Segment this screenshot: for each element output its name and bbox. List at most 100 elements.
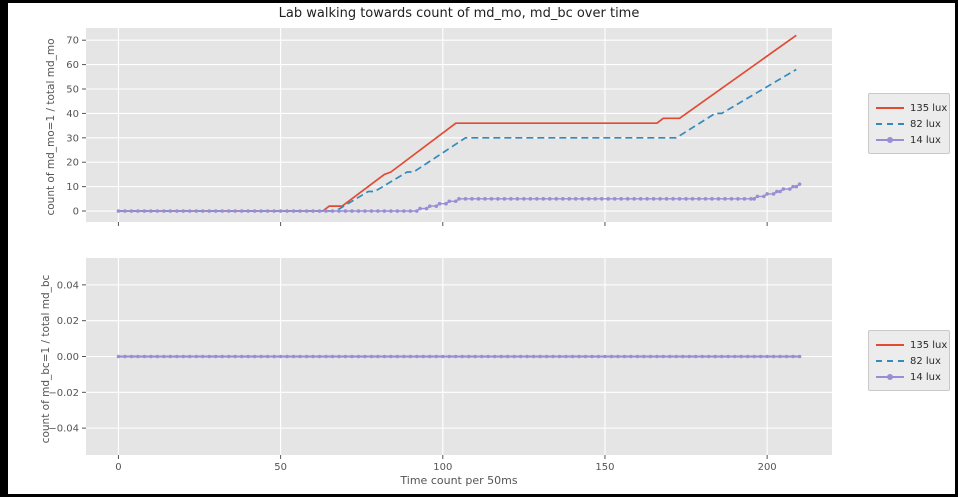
series-marker — [577, 354, 581, 359]
series-marker — [700, 354, 705, 359]
series-marker — [677, 197, 682, 201]
series-marker — [629, 354, 633, 359]
series-marker — [350, 209, 354, 213]
series-marker — [233, 209, 237, 213]
series-marker — [239, 209, 244, 213]
y-tick-label: 0 — [73, 207, 79, 218]
series-marker — [428, 354, 432, 359]
series-marker — [580, 197, 585, 201]
series-marker — [522, 197, 526, 201]
series-marker — [181, 354, 186, 359]
series-marker — [415, 354, 419, 359]
series-marker — [557, 354, 562, 359]
y-tick-label: 30 — [66, 133, 79, 144]
series-marker — [304, 354, 309, 359]
series-marker — [625, 197, 630, 201]
series-marker — [343, 354, 348, 359]
series-marker — [590, 354, 594, 359]
series-marker — [732, 354, 737, 359]
series-marker — [155, 354, 160, 359]
series-marker — [778, 354, 782, 359]
series-marker — [781, 187, 786, 191]
series-marker — [389, 354, 393, 359]
series-marker — [402, 354, 406, 359]
series-marker — [593, 197, 598, 201]
series-marker — [489, 197, 494, 201]
legend-item-label: 14 lux — [910, 134, 941, 146]
series-marker — [755, 194, 760, 199]
series-marker — [723, 197, 727, 201]
series-marker — [168, 209, 173, 213]
series-marker — [794, 184, 799, 189]
series-marker — [285, 209, 289, 213]
series-line-135-lux — [118, 34, 797, 212]
series-marker — [681, 354, 685, 359]
series-marker — [337, 354, 341, 359]
y-tick-label: 60 — [66, 60, 79, 71]
legend-bottom-subplot: 135 lux 82 lux 14 lux — [868, 330, 950, 391]
legend-item: 14 lux — [876, 369, 943, 385]
series-marker — [369, 354, 374, 359]
series-marker — [324, 209, 328, 213]
legend-item: 14 lux — [876, 132, 943, 148]
series-marker — [687, 354, 692, 359]
series-marker — [291, 209, 296, 213]
series-marker — [729, 197, 734, 201]
series-marker — [703, 197, 708, 201]
series-marker — [424, 206, 429, 211]
series-marker — [175, 209, 179, 213]
series-marker — [791, 184, 795, 189]
series-marker — [330, 354, 335, 359]
plots-canvas: 0 10 20 30 40 50 60 70 −0.04 −0.02 0.00 0.02 0.04 0 50… — [48, 28, 832, 473]
series-marker — [476, 197, 481, 201]
series-marker — [233, 354, 237, 359]
series-marker — [635, 354, 640, 359]
series-marker — [175, 354, 179, 359]
series-marker — [136, 354, 140, 359]
series-marker — [363, 209, 367, 213]
series-marker — [298, 354, 302, 359]
series-marker — [317, 354, 322, 359]
series-marker — [123, 354, 127, 359]
y-tick-label: 0.04 — [57, 280, 79, 291]
series-marker — [609, 354, 614, 359]
series-marker — [554, 197, 559, 201]
series-marker — [544, 354, 549, 359]
series-marker — [252, 354, 257, 359]
series-marker — [548, 197, 552, 201]
series-marker — [742, 197, 747, 201]
series-marker — [123, 209, 127, 213]
legend-item: 135 lux — [876, 337, 947, 353]
x-axis-label: Time count per 50ms — [400, 474, 518, 487]
series-marker — [515, 197, 520, 201]
series-marker — [599, 197, 604, 201]
series-marker — [671, 197, 675, 201]
series-marker — [632, 197, 636, 201]
legend-line-sample-icon — [876, 360, 904, 362]
series-marker — [304, 209, 309, 213]
series-marker — [706, 354, 711, 359]
series-marker — [389, 209, 393, 213]
legend-item-label: 82 lux — [910, 355, 941, 367]
series-marker — [259, 354, 263, 359]
series-marker — [272, 209, 276, 213]
series-marker — [220, 209, 225, 213]
series-marker — [369, 209, 374, 213]
series-marker — [278, 354, 283, 359]
series-marker — [492, 354, 497, 359]
series-marker — [466, 354, 471, 359]
series-marker — [187, 354, 192, 359]
x-tick-label: 200 — [758, 462, 777, 473]
series-marker — [616, 354, 620, 359]
subplot-bottom: −0.04 −0.02 0.00 0.02 0.04 0 50 100 150 200 — [48, 258, 832, 473]
series-marker — [239, 354, 244, 359]
series-marker — [661, 354, 666, 359]
series-marker — [619, 197, 623, 201]
series-marker — [463, 197, 468, 201]
y-tick-label: −0.04 — [48, 424, 79, 435]
series-marker — [408, 354, 413, 359]
series-marker — [162, 354, 166, 359]
series-marker — [213, 354, 218, 359]
legend-item: 82 lux — [876, 353, 943, 369]
series-marker — [531, 354, 536, 359]
